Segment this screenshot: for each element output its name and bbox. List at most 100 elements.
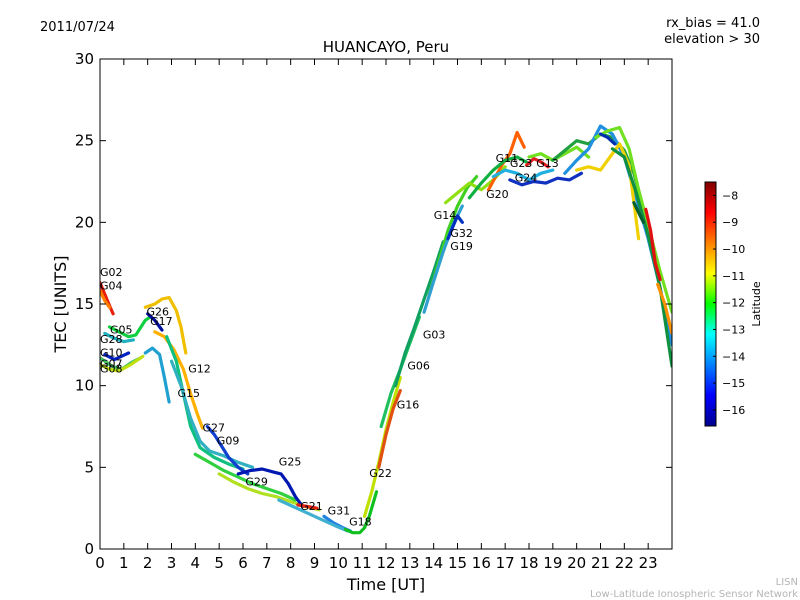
x-tick-label: 3 bbox=[167, 554, 177, 572]
x-axis-label: Time [UT] bbox=[346, 575, 425, 594]
x-tick-label: 18 bbox=[519, 554, 538, 572]
prn-label-g26: G26 bbox=[147, 305, 170, 318]
series-line-g16 bbox=[377, 389, 402, 469]
prn-label-g14: G14 bbox=[434, 209, 457, 222]
series-line-g26 bbox=[143, 295, 188, 355]
prn-label-g03: G03 bbox=[423, 328, 446, 341]
prn-label-g17: G17 bbox=[150, 315, 173, 328]
prn-label-g09: G09 bbox=[217, 435, 240, 448]
colorbar-tick-label: −13 bbox=[722, 323, 745, 336]
series-line-g18 bbox=[343, 490, 379, 535]
x-tick-label: 22 bbox=[615, 554, 634, 572]
y-tick-label: 10 bbox=[75, 377, 94, 395]
y-tick-label: 25 bbox=[75, 132, 94, 150]
series-line-g08 bbox=[100, 354, 145, 373]
prn-label-g19: G19 bbox=[450, 240, 473, 253]
x-tick-label: 19 bbox=[543, 554, 562, 572]
prn-label-g27: G27 bbox=[203, 421, 226, 434]
x-tick-label: 17 bbox=[496, 554, 515, 572]
prn-label-g28: G28 bbox=[100, 333, 123, 346]
series-line-g29b bbox=[193, 452, 297, 502]
series-line-g09 bbox=[205, 424, 250, 476]
x-tick-label: 16 bbox=[472, 554, 491, 572]
x-tick-label: 2 bbox=[143, 554, 153, 572]
x-tick-label: 20 bbox=[567, 554, 586, 572]
series-line-g12 bbox=[153, 330, 205, 430]
footer-lisn: LISN bbox=[776, 577, 798, 588]
prn-label-g02: G02 bbox=[100, 266, 123, 279]
x-tick-label: 5 bbox=[214, 554, 224, 572]
y-tick-label: 5 bbox=[84, 458, 94, 476]
x-tick-label: 21 bbox=[591, 554, 610, 572]
prn-label-g15: G15 bbox=[178, 387, 201, 400]
chart-title: HUANCAYO, Peru bbox=[323, 38, 449, 56]
series-line-g27 bbox=[169, 359, 255, 469]
x-tick-label: 10 bbox=[329, 554, 348, 572]
y-tick-label: 0 bbox=[84, 540, 94, 558]
colorbar-tick-label: −9 bbox=[722, 216, 738, 229]
x-tick-label: 8 bbox=[286, 554, 296, 572]
prn-label-g10: G10 bbox=[100, 346, 123, 359]
x-tick-label: 6 bbox=[238, 554, 248, 572]
series-line-g07 bbox=[103, 351, 131, 362]
y-ticks: 0 5 10 15 20 25 30 bbox=[75, 50, 672, 558]
prn-label-g13: G13 bbox=[536, 157, 559, 170]
series-line-l7 bbox=[656, 282, 672, 335]
series-line-l4 bbox=[594, 125, 672, 314]
series-line-g21 bbox=[296, 503, 319, 510]
series-line-l6 bbox=[644, 207, 662, 282]
prn-label-g25: G25 bbox=[279, 456, 302, 469]
y-tick-label: 15 bbox=[75, 295, 94, 313]
x-tick-label: 11 bbox=[353, 554, 372, 572]
y-tick-label: 30 bbox=[75, 50, 94, 68]
y-tick-label: 20 bbox=[75, 213, 94, 231]
prn-label-g16: G16 bbox=[397, 399, 420, 412]
prn-label-g05: G05 bbox=[110, 323, 133, 336]
series-layer bbox=[100, 124, 672, 535]
prn-label-g12: G12 bbox=[188, 363, 211, 376]
prn-label-g08: G08 bbox=[100, 363, 123, 376]
x-tick-label: 7 bbox=[262, 554, 272, 572]
series-line-g17 bbox=[146, 312, 164, 332]
prn-label-g23: G23 bbox=[510, 157, 533, 170]
prn-label-g31: G31 bbox=[328, 505, 351, 518]
series-line-l9 bbox=[632, 201, 646, 224]
series-line-g19 bbox=[446, 214, 464, 241]
prn-label-g04: G04 bbox=[100, 279, 123, 292]
series-line-g28 bbox=[103, 331, 135, 344]
series-line-l8 bbox=[598, 132, 617, 146]
series-line-g03 bbox=[393, 240, 445, 388]
series-line-g11b bbox=[467, 155, 531, 200]
series-line-g24 bbox=[508, 171, 584, 187]
series-line-g05 bbox=[107, 315, 152, 339]
x-tick-label: 14 bbox=[424, 554, 443, 572]
colorbar-tick-label: −16 bbox=[722, 404, 745, 417]
x-ticks: 0 1 2 3 4 5 6 7 8 9 10 11 12 13 14 15 16 17 18 19 20 21 22 23 bbox=[95, 59, 658, 572]
x-tick-label: 15 bbox=[448, 554, 467, 572]
prn-label-g11: G11 bbox=[496, 152, 519, 165]
series-line-g02 bbox=[100, 281, 115, 316]
series-line-g04 bbox=[100, 289, 112, 309]
prn-label-g21: G21 bbox=[300, 500, 323, 513]
series-line-l2 bbox=[563, 124, 672, 347]
colorbar-tick-label: −11 bbox=[722, 270, 745, 283]
y-axis-label: TEC [UNITS] bbox=[51, 256, 70, 354]
x-tick-label: 13 bbox=[400, 554, 419, 572]
x-tick-label: 1 bbox=[119, 554, 129, 572]
colorbar-tick-label: −10 bbox=[722, 243, 745, 256]
x-tick-label: 0 bbox=[95, 554, 105, 572]
prn-label-g20: G20 bbox=[486, 188, 509, 201]
colorbar-tick-label: −15 bbox=[722, 377, 745, 390]
prn-label-g32: G32 bbox=[450, 227, 473, 240]
prn-label-g24: G24 bbox=[515, 172, 538, 185]
series-line-l5 bbox=[610, 147, 672, 368]
colorbar-tick-label: −14 bbox=[722, 350, 745, 363]
prn-label-g29: G29 bbox=[245, 475, 268, 488]
colorbar-gradient bbox=[704, 181, 717, 427]
series-line-g15b bbox=[165, 335, 245, 471]
prn-label-g06: G06 bbox=[407, 359, 430, 372]
colorbar-ticks: −8 −9 −10 −11 −12 −13 −14 −15 −16 bbox=[713, 189, 745, 417]
